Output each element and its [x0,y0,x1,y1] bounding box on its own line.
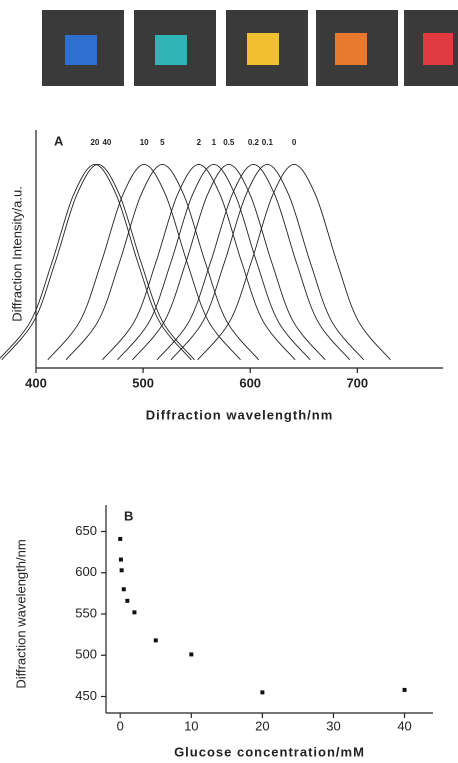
peak-label: 0.2 [248,138,260,147]
spectrum-line [65,163,260,361]
x-axis-title: Diffraction wavelength/nm [146,407,334,422]
data-point [260,690,265,695]
spectrum-line [1,163,195,361]
peak-label: 0 [292,138,297,147]
spectrum-line [117,163,311,361]
data-point [118,557,123,562]
spectrum-line [102,163,296,361]
panel-label: A [54,133,64,148]
x-tick-label: 700 [346,375,368,390]
x-tick-label: 10 [184,718,198,733]
y-tick-label: 650 [75,523,97,538]
peak-label: 40 [102,138,111,147]
data-point [402,687,407,692]
data-point [119,568,124,573]
panel-label: B [124,508,133,523]
data-point [125,598,130,603]
y-tick-label: 600 [75,564,97,579]
x-tick-label: 400 [25,375,47,390]
spectrum-line [0,163,192,361]
peak-label: 20 [90,138,99,147]
photos [42,10,458,86]
x-tick-label: 0 [117,718,124,733]
peak-label: 5 [160,138,165,147]
spectrum-line [156,163,351,361]
peak-label: 1 [212,138,217,147]
data-point [153,638,158,643]
spectrum-line [132,163,326,361]
peak-label: 0.1 [262,138,274,147]
data-point [189,652,194,657]
x-tick-label: 500 [132,375,154,390]
y-tick-label: 550 [75,605,97,620]
data-point [118,536,123,541]
spectrum-line [170,163,365,361]
y-tick-label: 500 [75,647,97,662]
y-tick-label: 450 [75,688,97,703]
x-tick-label: 40 [397,718,411,733]
sample [65,35,97,65]
y-axis-title: Diffraction Intensity/a.u. [9,186,24,322]
spectrum-line [197,163,391,361]
data-point [121,587,126,592]
peak-label: 10 [140,138,149,147]
peak-label: 0.5 [223,138,235,147]
sample [247,33,279,65]
data-point [132,610,137,615]
sample [335,33,367,65]
sample [155,35,187,65]
x-axis-title: Glucose concentration/mM [174,744,365,759]
sample [423,33,453,65]
x-tick-label: 600 [239,375,261,390]
peak-label: 2 [197,138,202,147]
spectrum-line [47,163,241,361]
x-tick-label: 20 [255,718,269,733]
y-axis-title: Diffraction wavelength/nm [13,539,28,688]
x-tick-label: 30 [326,718,340,733]
